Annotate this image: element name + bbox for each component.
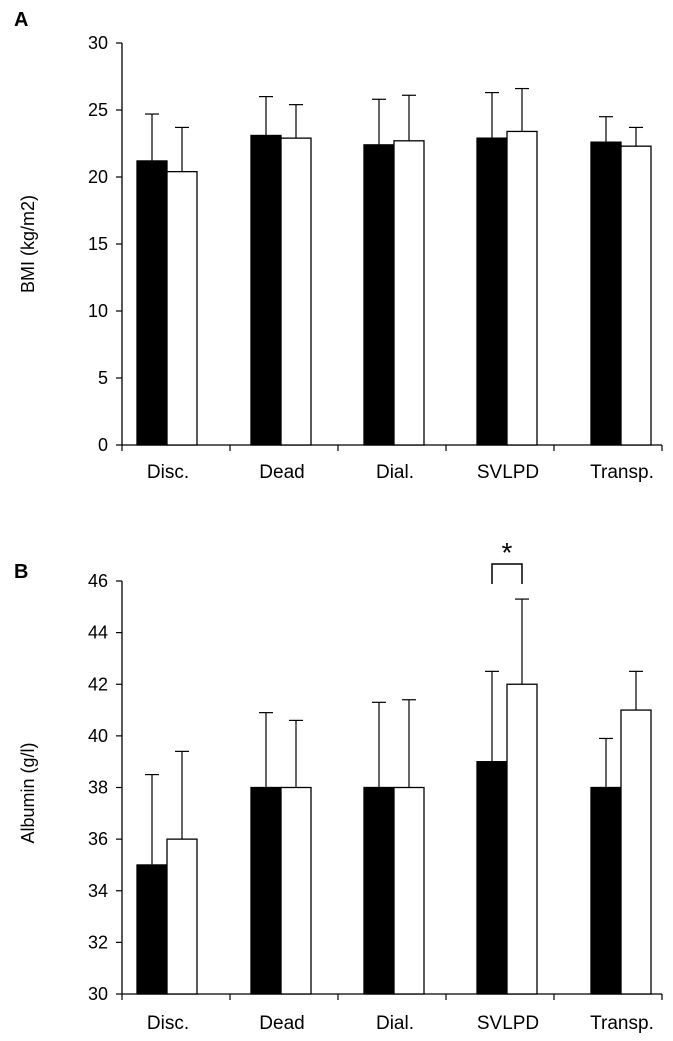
panel-b-annotations: * bbox=[491, 537, 523, 584]
bar bbox=[590, 786, 622, 995]
y-tick-label: 20 bbox=[88, 167, 108, 187]
bar bbox=[136, 864, 168, 995]
bar bbox=[476, 137, 508, 446]
panel-a-labels: 0 5 10 15 20 25 30 Disc. Dead Dial. SVLPD Transp. bbox=[88, 33, 654, 483]
panel-b-letter: B bbox=[14, 561, 28, 583]
bar bbox=[250, 786, 282, 995]
x-category-label: Transp. bbox=[590, 462, 654, 483]
bar bbox=[166, 838, 198, 995]
panel-a-letter: A bbox=[14, 9, 28, 31]
x-category-label: Transp. bbox=[590, 1013, 654, 1034]
bar bbox=[506, 683, 538, 995]
x-category-label: Dial. bbox=[376, 1013, 414, 1034]
bar bbox=[620, 709, 652, 995]
bar bbox=[280, 786, 312, 995]
y-tick-label: 15 bbox=[88, 234, 108, 254]
y-tick-label: 38 bbox=[88, 778, 108, 798]
x-category-label: SVLPD bbox=[477, 1013, 539, 1034]
significance-bracket bbox=[491, 563, 523, 584]
panel-b-labels: 30 32 34 36 38 40 42 44 46 Disc. Dead Dial. SVLPD Tra… bbox=[88, 571, 654, 1034]
bar bbox=[393, 140, 425, 446]
y-tick-label: 10 bbox=[88, 301, 108, 321]
panel-b-bars bbox=[136, 598, 652, 995]
x-category-label: Dead bbox=[259, 1013, 304, 1034]
x-category-label: Disc. bbox=[147, 1013, 189, 1034]
y-tick-label: 0 bbox=[98, 435, 108, 455]
bar bbox=[136, 160, 168, 446]
panel-a: A BMI (kg/m2) 0 5 10 15 20 25 30 Disc. Dead Dial.… bbox=[14, 9, 663, 483]
panel-a-axes bbox=[116, 42, 663, 451]
bar bbox=[393, 786, 425, 995]
bar bbox=[363, 144, 395, 446]
bar bbox=[476, 761, 508, 995]
y-tick-label: 30 bbox=[88, 984, 108, 1004]
bar bbox=[280, 137, 312, 446]
panel-a-bars bbox=[136, 87, 652, 446]
y-tick-label: 36 bbox=[88, 829, 108, 849]
y-tick-label: 25 bbox=[88, 100, 108, 120]
x-category-label: Disc. bbox=[147, 462, 189, 483]
y-tick-label: 40 bbox=[88, 726, 108, 746]
y-tick-label: 44 bbox=[88, 623, 108, 643]
y-tick-label: 34 bbox=[88, 881, 108, 901]
bar bbox=[506, 130, 538, 446]
bar bbox=[166, 170, 198, 446]
panel-b: B Albumin (g/l) 30 32 34 36 38 40 42 44 46 Disc. D… bbox=[14, 537, 663, 1034]
bar bbox=[363, 786, 395, 995]
bar bbox=[620, 145, 652, 446]
significance-star: * bbox=[502, 537, 513, 568]
y-tick-label: 46 bbox=[88, 571, 108, 591]
y-tick-label: 42 bbox=[88, 674, 108, 694]
y-tick-label: 5 bbox=[98, 368, 108, 388]
panel-b-y-axis-title: Albumin (g/l) bbox=[18, 742, 38, 843]
bar bbox=[590, 141, 622, 446]
y-tick-label: 30 bbox=[88, 33, 108, 53]
x-category-label: SVLPD bbox=[477, 462, 539, 483]
panel-a-y-axis-title: BMI (kg/m2) bbox=[18, 195, 38, 293]
y-tick-label: 32 bbox=[88, 932, 108, 952]
x-category-label: Dead bbox=[259, 462, 304, 483]
x-category-label: Dial. bbox=[376, 462, 414, 483]
bar bbox=[250, 134, 282, 446]
